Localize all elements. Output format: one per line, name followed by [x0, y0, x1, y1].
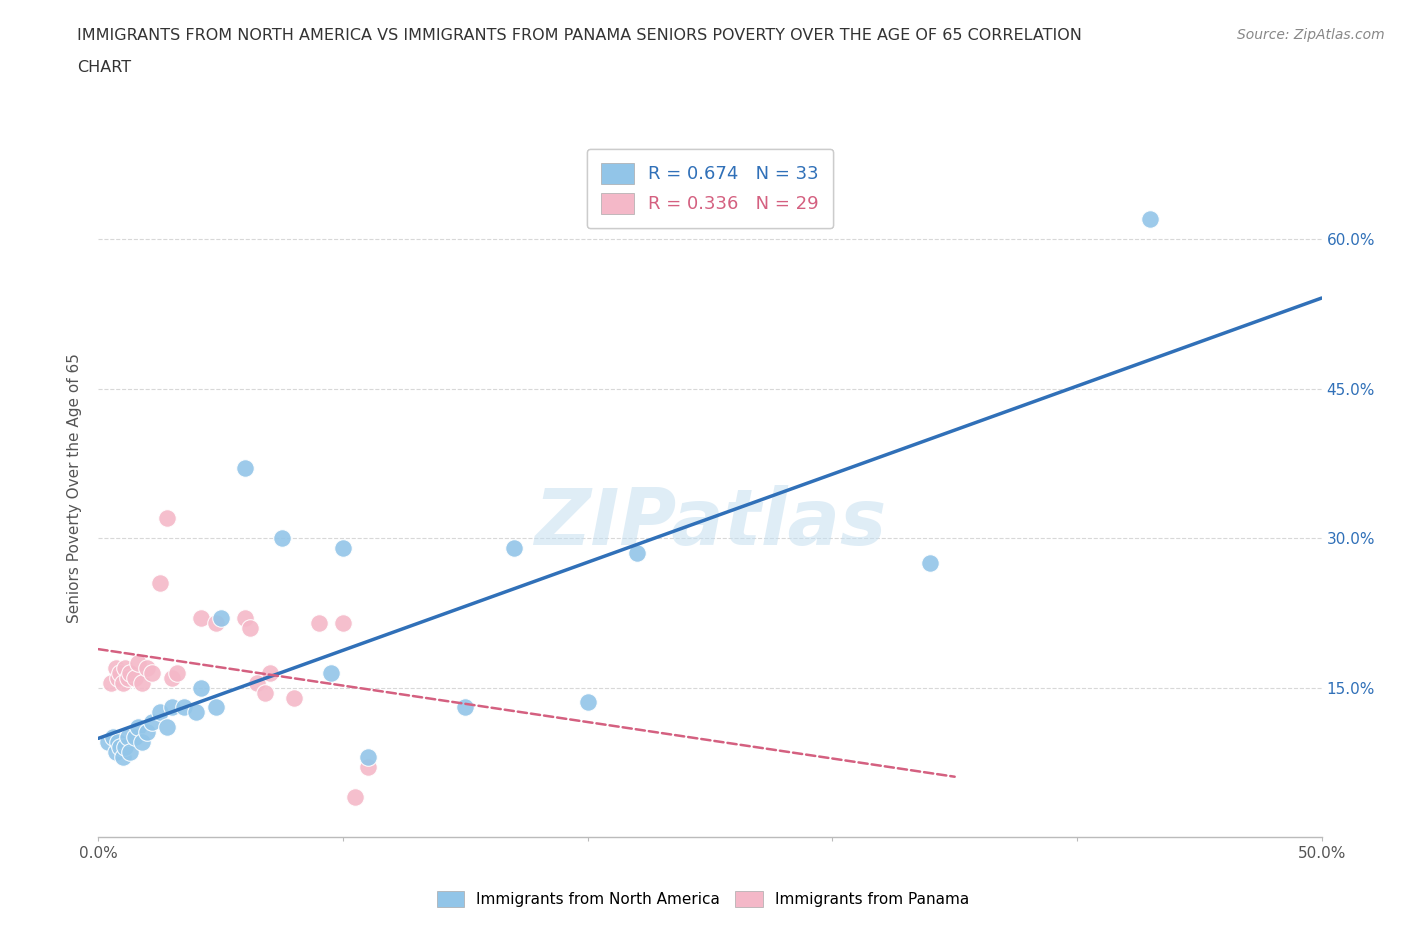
Point — [127, 656, 149, 671]
Point — [186, 705, 208, 720]
Point — [173, 700, 195, 715]
Point — [503, 540, 526, 555]
Point — [114, 740, 136, 755]
Point — [149, 576, 172, 591]
Legend: R = 0.674   N = 33, R = 0.336   N = 29: R = 0.674 N = 33, R = 0.336 N = 29 — [586, 149, 834, 228]
Point — [156, 511, 179, 525]
Text: IMMIGRANTS FROM NORTH AMERICA VS IMMIGRANTS FROM PANAMA SENIORS POVERTY OVER THE: IMMIGRANTS FROM NORTH AMERICA VS IMMIGRA… — [77, 28, 1083, 43]
Point — [190, 610, 212, 625]
Point — [239, 620, 262, 635]
Point — [160, 671, 183, 685]
Text: Source: ZipAtlas.com: Source: ZipAtlas.com — [1237, 28, 1385, 42]
Point — [270, 531, 294, 546]
Point — [253, 685, 276, 700]
Point — [111, 675, 134, 690]
Point — [332, 616, 354, 631]
Point — [454, 700, 477, 715]
Point — [1139, 212, 1161, 227]
Point — [160, 700, 183, 715]
Point — [117, 730, 139, 745]
Point — [107, 735, 129, 750]
Y-axis label: Seniors Poverty Over the Age of 65: Seniors Poverty Over the Age of 65 — [67, 353, 83, 623]
Point — [319, 665, 342, 680]
Text: ZIPatlas: ZIPatlas — [534, 485, 886, 561]
Point — [356, 750, 378, 764]
Point — [117, 671, 139, 685]
Point — [100, 675, 122, 690]
Point — [104, 745, 127, 760]
Point — [131, 675, 153, 690]
Point — [111, 750, 134, 764]
Point — [110, 740, 132, 755]
Point — [104, 660, 127, 675]
Point — [259, 665, 281, 680]
Point — [110, 665, 132, 680]
Point — [246, 675, 269, 690]
Point — [209, 610, 232, 625]
Point — [141, 715, 163, 730]
Point — [114, 660, 136, 675]
Point — [576, 695, 599, 710]
Point — [97, 735, 120, 750]
Point — [124, 671, 146, 685]
Point — [190, 680, 212, 695]
Point — [131, 735, 153, 750]
Point — [127, 720, 149, 735]
Point — [205, 616, 228, 631]
Point — [308, 616, 330, 631]
Point — [120, 745, 142, 760]
Point — [156, 720, 179, 735]
Point — [136, 725, 159, 740]
Point — [344, 790, 367, 804]
Point — [233, 461, 256, 476]
Point — [166, 665, 188, 680]
Point — [283, 690, 305, 705]
Point — [120, 665, 142, 680]
Point — [920, 555, 942, 570]
Point — [101, 730, 124, 745]
Legend: Immigrants from North America, Immigrants from Panama: Immigrants from North America, Immigrant… — [430, 884, 976, 913]
Point — [332, 540, 354, 555]
Point — [356, 760, 378, 775]
Point — [141, 665, 163, 680]
Point — [205, 700, 228, 715]
Point — [233, 610, 256, 625]
Point — [149, 705, 172, 720]
Point — [107, 671, 129, 685]
Point — [124, 730, 146, 745]
Text: CHART: CHART — [77, 60, 131, 75]
Point — [136, 660, 159, 675]
Point — [626, 546, 648, 561]
